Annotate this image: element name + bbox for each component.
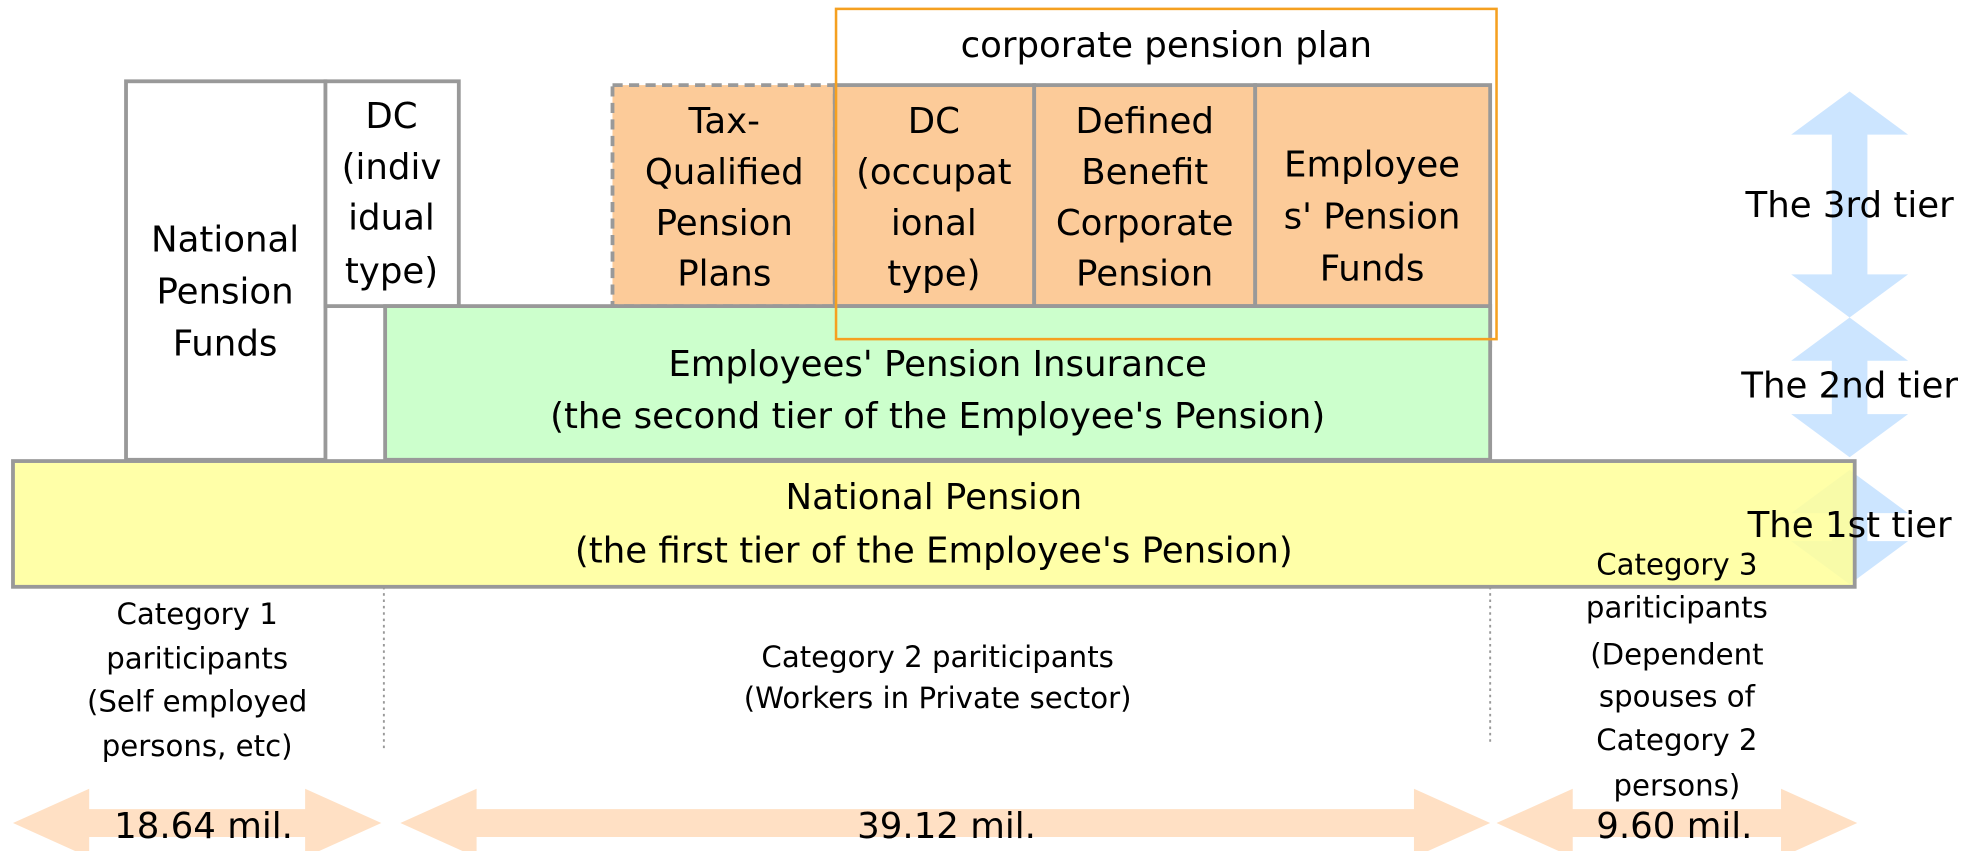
box-label: ional xyxy=(891,203,977,244)
pension-box xyxy=(1253,83,1493,348)
box-label: DC xyxy=(908,101,960,142)
category-label: Category 1 xyxy=(117,597,278,631)
pension-box xyxy=(1032,83,1258,309)
box-label: Plans xyxy=(677,254,771,295)
pension-box xyxy=(323,79,461,309)
box-label: s' Pension xyxy=(1284,196,1461,237)
count-arrow xyxy=(400,788,1491,851)
category-label: Category 3 xyxy=(1596,547,1757,581)
count-arrow xyxy=(1496,788,1858,851)
count-label: 9.60 mil. xyxy=(1596,806,1752,847)
box-label: National xyxy=(151,219,299,260)
category-label: (Self employed xyxy=(87,685,307,719)
box-label: (the second tier of the Employee's Pensi… xyxy=(550,396,1325,437)
box-label: Employees' Pension Insurance xyxy=(668,344,1207,385)
box-label: Pension xyxy=(156,271,293,312)
tier-label: The 3rd tier xyxy=(1745,185,1955,226)
category-label: persons) xyxy=(1614,768,1741,802)
box-label: Benefit xyxy=(1081,152,1208,193)
box-label: type) xyxy=(887,254,980,295)
box-label: Pension xyxy=(656,203,793,244)
pension-box xyxy=(11,459,1857,589)
box-label: (indiv xyxy=(342,147,442,188)
pension-box xyxy=(610,83,837,309)
category-label: spouses of xyxy=(1599,680,1756,714)
box-label: Funds xyxy=(1320,249,1425,290)
box-label: Tax- xyxy=(688,101,760,142)
category-label: (Workers in Private sector) xyxy=(744,681,1132,715)
tier-arrow xyxy=(1791,91,1909,318)
category-label: pariticipants xyxy=(1586,591,1768,625)
box-label: type) xyxy=(345,251,438,292)
count-label: 18.64 mil. xyxy=(114,806,293,847)
count-arrow xyxy=(12,788,382,851)
category-label: Category 2 pariticipants xyxy=(761,640,1113,674)
count-label: 39.12 mil. xyxy=(857,806,1036,847)
tier-arrow xyxy=(1791,317,1909,458)
corporate-plan-frame xyxy=(834,7,1498,341)
box-label: National Pension xyxy=(786,477,1083,518)
tier-label: The 2nd tier xyxy=(1740,365,1958,406)
category-label: Category 2 xyxy=(1596,723,1757,757)
box-label: Pension xyxy=(1076,254,1213,295)
tier-label: The 1st tier xyxy=(1747,505,1952,546)
box-label: Defined xyxy=(1075,101,1214,142)
category-label: persons, etc) xyxy=(102,729,293,763)
category-label: pariticipants xyxy=(106,641,288,675)
box-label: Corporate xyxy=(1056,203,1234,244)
box-label: (the first tier of the Employee's Pensio… xyxy=(575,531,1293,572)
category-label: (Dependent xyxy=(1590,638,1763,672)
box-label: Funds xyxy=(173,323,278,364)
box-label: Employee xyxy=(1284,144,1460,185)
box-label: DC xyxy=(365,96,417,137)
box-label: (occupat xyxy=(856,152,1012,193)
box-label: idual xyxy=(348,198,435,239)
box-label: Qualified xyxy=(645,152,804,193)
corporate-plan-label: corporate pension plan xyxy=(961,25,1372,66)
